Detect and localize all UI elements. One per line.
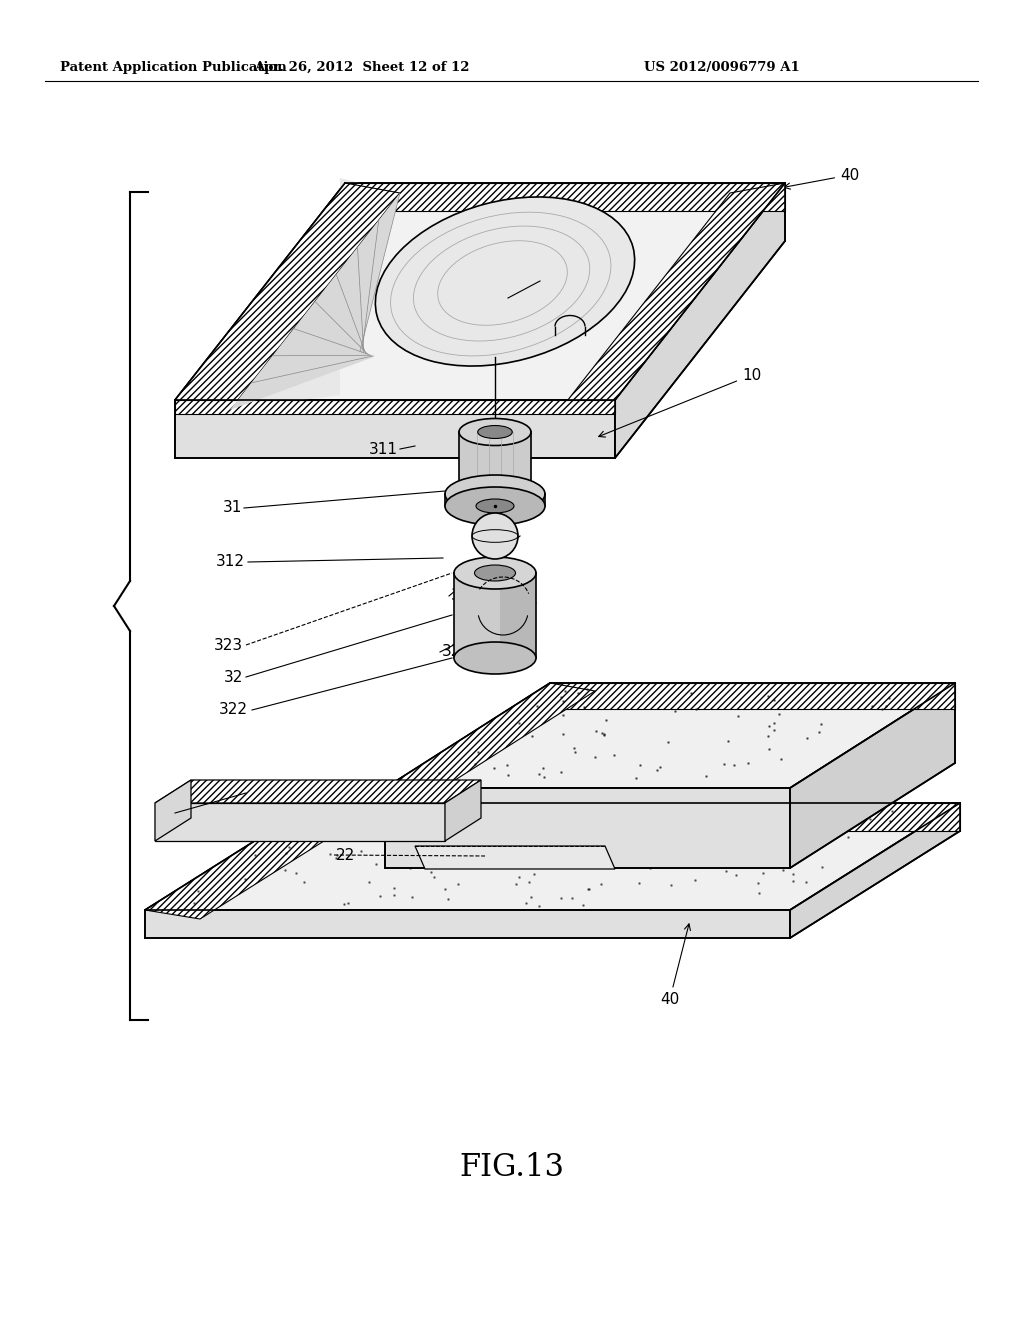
Polygon shape — [175, 400, 615, 458]
Polygon shape — [560, 183, 785, 411]
Ellipse shape — [459, 418, 531, 446]
Ellipse shape — [478, 425, 512, 438]
Text: 32: 32 — [223, 669, 243, 685]
Polygon shape — [790, 803, 961, 939]
Polygon shape — [155, 780, 191, 841]
Polygon shape — [175, 183, 400, 411]
Polygon shape — [415, 846, 615, 869]
Polygon shape — [445, 494, 545, 506]
Polygon shape — [315, 803, 961, 832]
Polygon shape — [500, 573, 536, 657]
Text: Apr. 26, 2012  Sheet 12 of 12: Apr. 26, 2012 Sheet 12 of 12 — [254, 61, 470, 74]
Text: 40: 40 — [660, 924, 690, 1007]
Polygon shape — [230, 178, 400, 411]
Text: 11: 11 — [548, 271, 567, 285]
Text: 22: 22 — [336, 847, 355, 862]
Text: 40: 40 — [784, 168, 859, 189]
Ellipse shape — [459, 480, 531, 507]
Polygon shape — [145, 803, 961, 909]
Text: 10: 10 — [599, 367, 761, 437]
Text: 322: 322 — [219, 702, 248, 718]
Text: 311: 311 — [369, 441, 398, 457]
Ellipse shape — [445, 487, 545, 525]
Polygon shape — [615, 183, 785, 458]
Polygon shape — [790, 682, 955, 869]
Text: FIG.13: FIG.13 — [460, 1152, 564, 1184]
Polygon shape — [145, 909, 790, 939]
Text: 31: 31 — [222, 500, 242, 516]
Text: 312: 312 — [216, 554, 245, 569]
Polygon shape — [459, 432, 531, 494]
Text: 33: 33 — [451, 589, 470, 603]
Text: 321: 321 — [442, 644, 471, 660]
Polygon shape — [175, 183, 785, 400]
Polygon shape — [155, 803, 445, 841]
Polygon shape — [445, 780, 481, 841]
Ellipse shape — [445, 475, 545, 513]
Polygon shape — [385, 788, 790, 869]
Polygon shape — [550, 682, 955, 709]
Text: Patent Application Publication: Patent Application Publication — [60, 61, 287, 74]
Ellipse shape — [474, 565, 515, 581]
Text: 323: 323 — [214, 638, 243, 652]
Polygon shape — [345, 183, 785, 211]
Polygon shape — [454, 573, 536, 657]
Polygon shape — [155, 780, 481, 803]
Polygon shape — [385, 682, 595, 796]
Text: 20: 20 — [810, 689, 946, 747]
Circle shape — [472, 513, 518, 558]
Text: 21: 21 — [224, 785, 244, 800]
Ellipse shape — [454, 642, 536, 675]
Text: US 2012/0096779 A1: US 2012/0096779 A1 — [644, 61, 800, 74]
Ellipse shape — [476, 499, 514, 513]
Ellipse shape — [454, 557, 536, 589]
Polygon shape — [145, 803, 370, 919]
Polygon shape — [175, 400, 615, 414]
Polygon shape — [230, 193, 400, 411]
Text: 30: 30 — [487, 595, 507, 610]
Ellipse shape — [376, 197, 635, 366]
Polygon shape — [385, 682, 955, 788]
